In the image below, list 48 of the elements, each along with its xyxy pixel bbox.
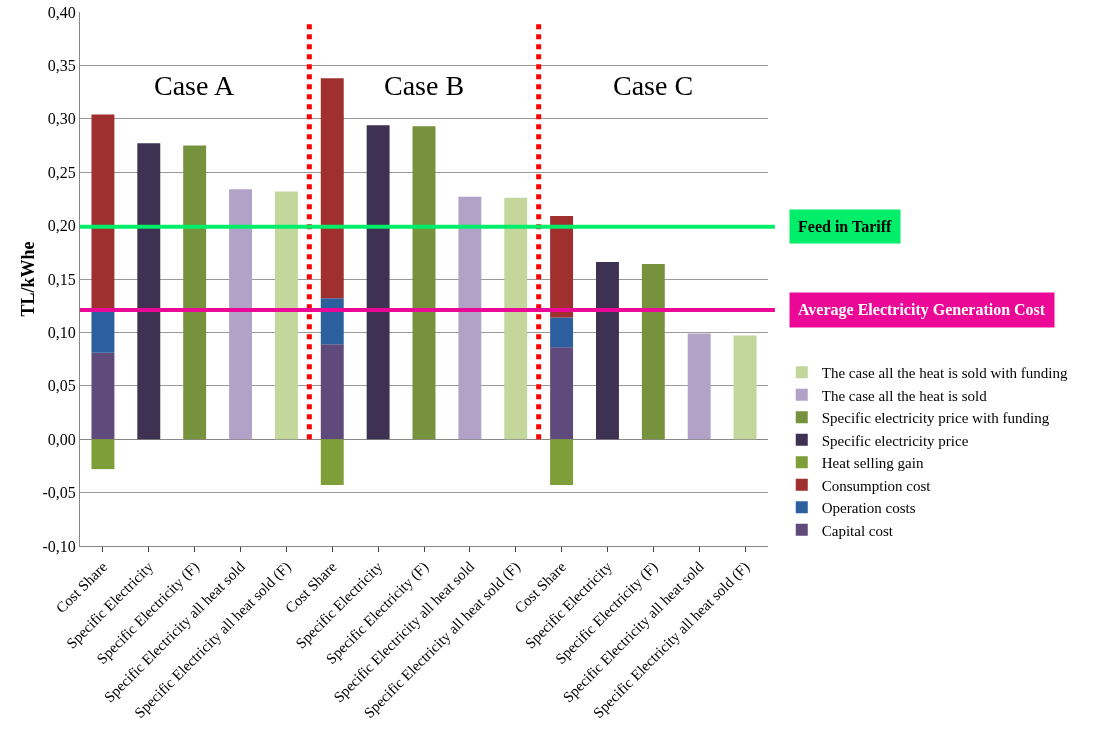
bar	[320, 298, 344, 345]
bar	[229, 189, 252, 440]
bar	[641, 264, 665, 440]
y-tick-label: 0,05	[47, 377, 76, 395]
ref-line-label: Average Electricity Generation Cost	[798, 301, 1046, 319]
legend-label: Operation costs	[821, 500, 916, 517]
y-tick-label: 0,00	[47, 430, 76, 448]
ref-line-label: Feed in Tariff	[798, 218, 893, 235]
bar	[550, 439, 574, 486]
bar	[320, 78, 344, 299]
bar	[596, 261, 619, 440]
y-tick-label: 0,10	[47, 324, 76, 341]
annotation: Case B	[384, 70, 465, 101]
legend-label: Specific electricity price with funding	[821, 410, 1050, 427]
bar	[733, 335, 757, 440]
y-tick-label: 0,40	[47, 3, 76, 21]
annotation: Case C	[613, 70, 694, 101]
bar	[274, 191, 298, 440]
y-tick-label: -0,10	[42, 537, 76, 555]
legend-label: Specific electricity price	[821, 432, 969, 449]
y-tick-label: 0,20	[47, 217, 76, 235]
legend-label: Capital cost	[821, 522, 894, 539]
bar	[550, 347, 574, 440]
bar	[550, 317, 574, 348]
bar	[504, 197, 528, 440]
bar	[91, 114, 115, 309]
y-axis-title: TL/kWhe	[18, 241, 38, 317]
bar	[687, 333, 711, 440]
bar	[550, 215, 574, 318]
legend-label: Heat selling gain	[821, 455, 924, 472]
bar	[183, 145, 207, 440]
y-tick-label: -0,05	[42, 484, 76, 502]
bar	[320, 439, 344, 486]
y-tick-label: 0,30	[47, 110, 76, 128]
legend-label: The case all the heat is sold	[821, 387, 988, 404]
annotation: Case A	[154, 70, 235, 101]
legend-label: The case all the heat is sold with funding	[821, 365, 1069, 382]
y-tick-label: 0,25	[47, 163, 76, 181]
y-tick-label: 0,35	[47, 57, 76, 74]
y-tick-label: 0,15	[47, 270, 76, 288]
legend-label: Consumption cost	[821, 477, 932, 494]
bar	[91, 352, 115, 440]
bar	[458, 196, 482, 440]
bar	[320, 344, 344, 440]
bar	[366, 125, 390, 440]
bar	[91, 439, 115, 470]
bar	[137, 143, 161, 440]
bar	[412, 126, 436, 440]
